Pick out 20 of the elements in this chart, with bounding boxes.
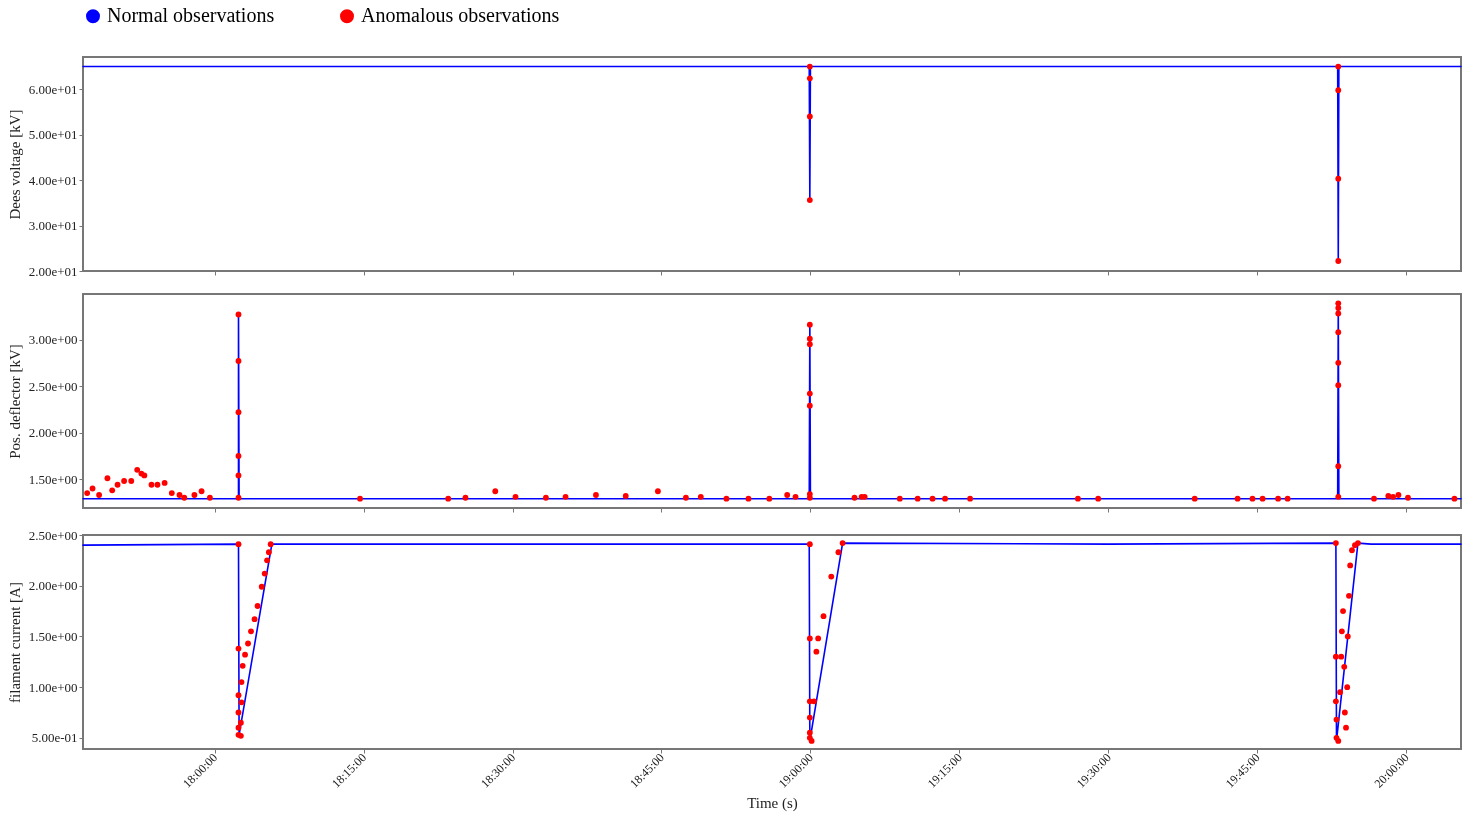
y-tick-label: 2.50e+00	[28, 527, 78, 543]
y-tick-label: 1.00e+00	[28, 679, 78, 695]
y-axis-title: filament current [A]	[6, 582, 23, 703]
y-axis-title: Dees voltage [kV]	[6, 109, 23, 220]
y-tick-label: 2.00e+00	[28, 578, 78, 594]
y-tick-label: 2.00e+00	[28, 425, 78, 441]
y-tick-label: 5.00e+01	[28, 127, 78, 143]
legend-label: Normal observations	[107, 4, 275, 27]
y-tick-label: 1.50e+00	[28, 628, 78, 644]
y-tick-label: 2.50e+00	[28, 378, 78, 394]
y-tick-label: 3.00e+01	[28, 218, 78, 234]
y-tick-label: 5.00e-01	[31, 730, 78, 746]
y-tick-label: 6.00e+01	[28, 81, 78, 97]
y-tick-label: 3.00e+00	[28, 332, 78, 348]
y-axis-title: Pos. deflector [kV]	[6, 344, 23, 459]
y-tick-label: 2.00e+01	[28, 263, 78, 279]
y-tick-label: 4.00e+01	[28, 172, 78, 188]
legend-label: Anomalous observations	[361, 4, 560, 27]
x-axis-title: Time (s)	[747, 794, 798, 812]
y-tick-label: 1.50e+00	[28, 471, 78, 487]
